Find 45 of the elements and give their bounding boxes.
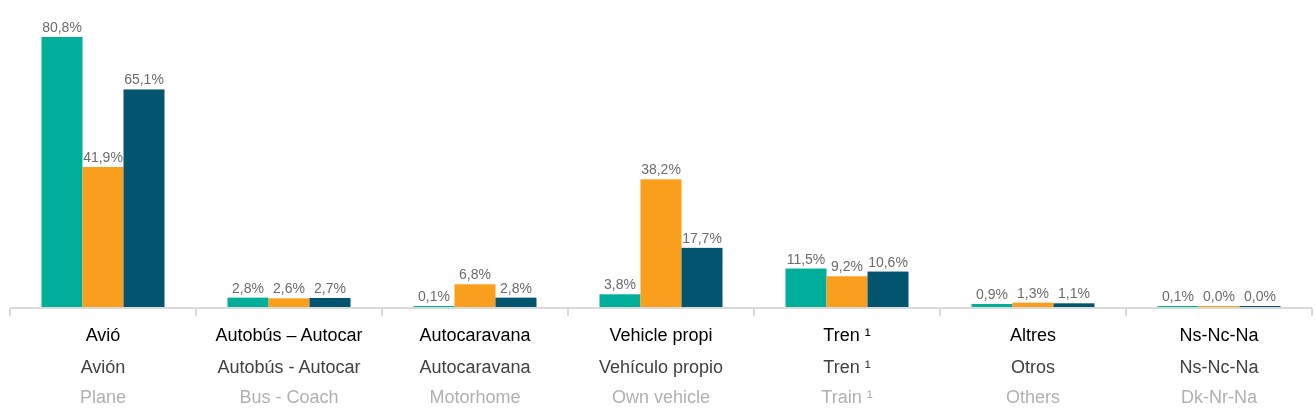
bar: [1053, 303, 1095, 307]
data-label: 0,1%: [1162, 288, 1194, 304]
x-tick-label: Ns-Nc-Na Ns-Nc-Na Dk-Nr-Na: [1179, 325, 1260, 407]
bar: [599, 294, 641, 307]
data-label: 10,6%: [868, 253, 908, 270]
data-label: 6,8%: [459, 266, 491, 283]
x-tick-label: Tren ¹ Tren ¹ Train ¹: [821, 325, 873, 407]
bar: [227, 297, 269, 307]
bar: [268, 298, 310, 307]
x-tick-label: Vehicle propi Vehículo propio Own vehicle: [598, 325, 724, 407]
data-label: 41,9%: [83, 148, 123, 165]
data-label: 1,3%: [1017, 284, 1049, 301]
x-tick-label: Avió Avión Plane: [79, 325, 127, 407]
bar: [867, 271, 909, 307]
bar: [82, 166, 124, 307]
data-label: 17,7%: [682, 229, 722, 246]
data-label: 0,0%: [1244, 288, 1276, 304]
bar: [495, 297, 537, 307]
data-label: 2,8%: [500, 279, 532, 296]
bar: [681, 247, 723, 307]
data-label: 9,2%: [831, 258, 863, 275]
bar: [640, 179, 682, 307]
data-label: 0,1%: [418, 288, 450, 304]
bar: [826, 276, 868, 307]
bar: [971, 303, 1013, 307]
data-label: 80,8%: [42, 19, 82, 35]
data-label: 2,6%: [273, 280, 305, 297]
bar: [309, 297, 351, 307]
data-label: 2,7%: [314, 279, 346, 296]
bar: [454, 284, 496, 307]
x-tick-label: Autobús – Autocar Autobús - Autocar Bus - Coach: [215, 325, 363, 407]
bar: [41, 37, 83, 307]
x-tick-label: Altres Otros Others: [1005, 325, 1061, 407]
data-label: 11,5%: [786, 250, 826, 267]
data-label: 65,1%: [124, 71, 164, 88]
data-label: 0,0%: [1203, 288, 1235, 304]
bar: [123, 89, 165, 307]
bar: [1012, 302, 1054, 307]
bar: [785, 268, 827, 307]
x-tick-label: Autocaravana Autocaravana Motorhome: [419, 325, 532, 407]
data-label: 0,9%: [976, 285, 1008, 302]
data-label: 3,8%: [604, 276, 636, 293]
data-label: 2,8%: [232, 279, 264, 296]
data-label: 38,2%: [641, 161, 681, 178]
data-label: 1,1%: [1058, 285, 1090, 302]
